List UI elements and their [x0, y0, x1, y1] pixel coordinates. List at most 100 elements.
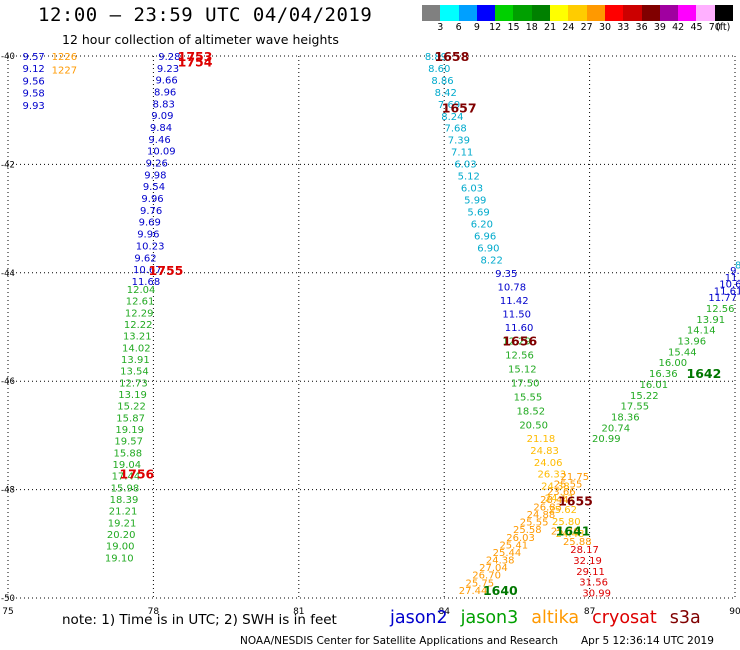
wave-height-label: 7.69 — [438, 100, 460, 111]
colorbar-label: 27 — [580, 22, 593, 33]
wave-height-label: 16.01 — [639, 380, 668, 391]
x-tick-label: 84 — [438, 607, 450, 617]
wave-height-label: 13.54 — [120, 367, 149, 378]
wave-height-label: 9.23 — [157, 64, 179, 75]
pass-time-label: 1754 — [178, 54, 213, 69]
wave-height-label: 24.06 — [534, 458, 563, 469]
wave-height-label: 25.75 — [466, 578, 495, 589]
wave-height-label: 9.28 — [158, 52, 180, 63]
wave-height-label: 27.04 — [479, 563, 508, 574]
wave-height-label: 6.03 — [454, 160, 476, 171]
legend-item-jason3: jason3 — [460, 608, 519, 628]
x-tick-label: 90 — [729, 607, 740, 617]
wave-height-label: 13.96 — [677, 337, 706, 348]
wave-height-label: 25.76 — [551, 526, 580, 537]
x-tick-label: 81 — [293, 607, 304, 617]
wave-height-label: 9.26 — [146, 159, 168, 170]
colorbar-swatch — [641, 5, 660, 21]
note-text: note: 1) Time is in UTC; 2) SWH is in fe… — [62, 612, 337, 628]
wave-height-label: 27.44 — [459, 586, 488, 597]
wave-height-label: 12.56 — [505, 351, 534, 362]
wave-height-label: 8.22 — [481, 255, 503, 266]
wave-height-label: 28.17 — [570, 545, 599, 556]
pass-time-label: 1658 — [435, 49, 470, 64]
wave-height-label: 8.42 — [435, 88, 457, 99]
colorbar-label: 9 — [473, 22, 480, 33]
wave-height-label: 1227 — [52, 66, 77, 77]
colorbar-label: 33 — [617, 22, 630, 33]
colorbar-label: 18 — [525, 22, 538, 33]
wave-height-label: 28.44 — [540, 495, 569, 506]
wave-height-label: 9.56 — [23, 76, 45, 87]
x-tick-label: 87 — [584, 607, 595, 617]
wave-height-label: 13.19 — [118, 390, 147, 401]
wave-height-label: 31.56 — [579, 578, 608, 589]
wave-height-label: 24.38 — [541, 482, 570, 493]
colorbar-swatch — [440, 5, 459, 21]
wave-height-label: 19.00 — [106, 542, 135, 553]
wave-height-label: 11.50 — [502, 309, 531, 320]
colorbar-label: 3 — [437, 22, 444, 33]
wave-height-label: 9.66 — [155, 76, 177, 87]
wave-height-label: 25.88 — [563, 537, 592, 548]
colorbar-swatch — [422, 5, 441, 21]
wave-height-label: 9.76 — [140, 206, 162, 217]
colorbar-label: 36 — [635, 22, 648, 33]
wave-height-label: 9.69 — [139, 218, 161, 229]
wave-height-label: 17.50 — [511, 379, 540, 390]
wave-height-label: 11.60 — [505, 323, 534, 334]
wave-height-label: 11.61 — [714, 286, 740, 297]
colorbar-swatch — [678, 5, 697, 21]
wave-height-label: 9.12 — [23, 64, 45, 75]
colorbar-label: 6 — [455, 22, 462, 33]
wave-height-label: 12.56 — [706, 304, 735, 315]
colorbar-swatch — [568, 5, 587, 21]
wave-height-label: 14.02 — [122, 343, 151, 354]
wave-height-label: 18.36 — [611, 412, 640, 423]
wave-height-label: 8 — [735, 261, 740, 272]
wave-height-label: 12.04 — [127, 285, 156, 296]
colorbar-swatch — [714, 5, 734, 21]
wave-height-label: 9.35 — [495, 269, 517, 280]
wave-height-label: 15.88 — [113, 448, 142, 459]
wave-height-label: 9.46 — [148, 135, 170, 146]
y-tick-label: -50 — [1, 594, 15, 604]
legend-item-cryosat: cryosat — [592, 608, 657, 628]
colorbar-label: 30 — [598, 22, 612, 33]
wave-height-label: 24.13 — [545, 493, 574, 504]
wave-height-label: 11.77 — [708, 293, 737, 304]
wave-height-label: 25.44 — [493, 548, 522, 559]
wave-height-label: 20.50 — [519, 421, 548, 432]
wave-height-label: 10.78 — [498, 282, 527, 293]
colorbar-swatch — [586, 5, 605, 21]
wave-height-label: 5.69 — [467, 207, 489, 218]
y-tick-label: -44 — [1, 269, 15, 279]
colorbar-swatch — [458, 5, 477, 21]
wave-height-label: 26.33 — [537, 470, 566, 481]
pass-time-label: 1640 — [483, 583, 518, 598]
wave-height-label: 24.83 — [530, 446, 559, 457]
wave-height-label: 15.98 — [111, 483, 140, 494]
wave-height-label: 12.29 — [125, 308, 154, 319]
wave-height-label: 10.23 — [136, 241, 165, 252]
footer-timestamp: Apr 5 12:36:14 UTC 2019 — [581, 635, 714, 647]
wave-height-label: 15.12 — [508, 365, 537, 376]
wave-height-label: 12.29 — [502, 337, 531, 348]
pass-time-label: 1655 — [558, 493, 593, 508]
wave-height-label: 12.73 — [119, 378, 148, 389]
wave-height-label: 19.19 — [115, 425, 144, 436]
satellite-legend: jason2 jason3 altika cryosat s3a — [390, 608, 714, 628]
wave-height-label: 21.21 — [109, 507, 138, 518]
wave-height-label: 29.11 — [576, 567, 605, 578]
wave-height-label: 15.44 — [668, 347, 697, 358]
wave-height-label: 24.48 — [556, 529, 585, 540]
wave-height-label: 9.96 — [141, 194, 163, 205]
wave-height-label: 18.39 — [110, 495, 139, 506]
colorbar-swatch — [659, 5, 679, 21]
wave-height-label: 26.70 — [472, 571, 501, 582]
wave-height-label: 8.83 — [153, 99, 175, 110]
wave-height-label: 9.96 — [137, 230, 159, 241]
wave-height-label: 16.00 — [658, 358, 687, 369]
wave-height-label: 26.83 — [533, 502, 562, 513]
